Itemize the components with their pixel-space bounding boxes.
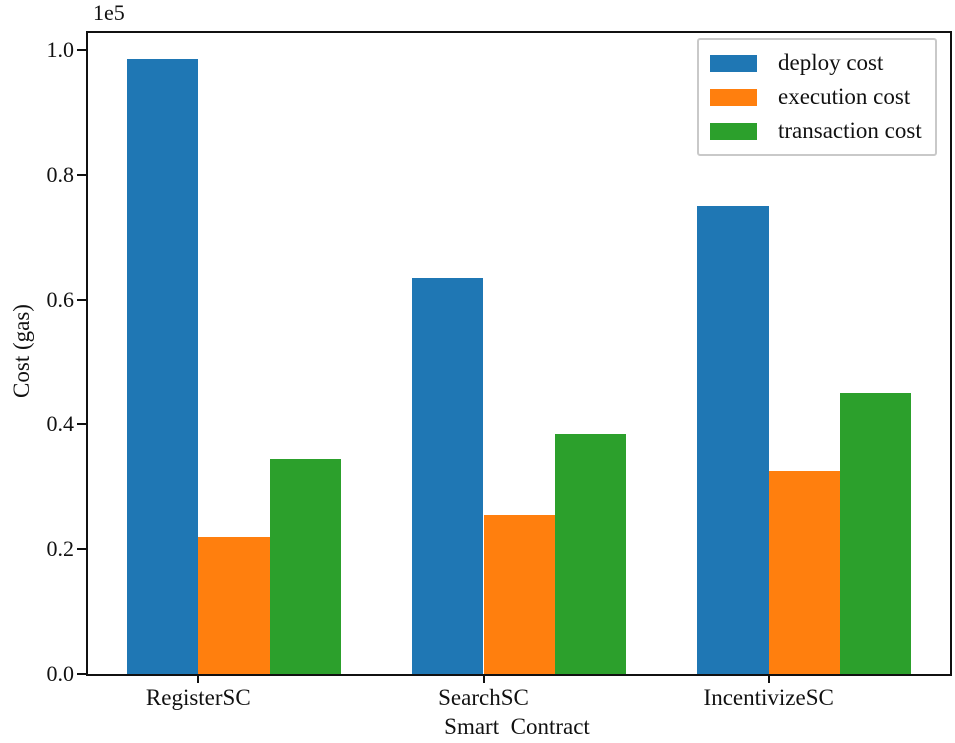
y-tick-mark — [77, 298, 86, 301]
y-tick-label-0.0: 0.0 — [46, 661, 75, 686]
bar-transaction-cost-RegisterSC — [269, 458, 341, 674]
legend-label: execution cost — [778, 84, 911, 109]
legend-swatch-icon — [710, 88, 757, 106]
bar-execution-cost-IncentivizeSC — [768, 471, 840, 674]
x-tick-label-SearchSC: SearchSC — [438, 685, 529, 710]
y-tick-label-0.2: 0.2 — [46, 536, 75, 562]
legend-swatch-icon — [710, 54, 757, 72]
bar-execution-cost-RegisterSC — [198, 536, 270, 674]
x-axis-label: Smart Contract — [444, 714, 590, 739]
x-tick-mark — [482, 674, 485, 683]
legend-entry-deploy-cost: deploy cost — [699, 47, 935, 80]
y-tick-mark — [77, 423, 86, 426]
y-tick-label-0.6: 0.6 — [46, 286, 75, 312]
x-tick-mark — [197, 674, 200, 683]
y-tick-mark — [77, 548, 86, 551]
y-tick-mark — [77, 48, 86, 51]
y-tick-label-0.4: 0.4 — [46, 411, 75, 437]
bar-transaction-cost-IncentivizeSC — [840, 393, 912, 674]
legend-entry-transaction-cost: transaction cost — [699, 115, 935, 148]
legend-label: deploy cost — [778, 50, 884, 75]
x-tick-label-RegisterSC: RegisterSC — [145, 685, 251, 710]
y-tick-mark — [77, 673, 86, 675]
bar-deploy-cost-RegisterSC — [127, 59, 199, 674]
bar-transaction-cost-SearchSC — [554, 433, 627, 674]
x-tick-mark — [767, 674, 770, 683]
bar-deploy-cost-SearchSC — [412, 277, 484, 674]
bar-deploy-cost-IncentivizeSC — [697, 205, 769, 674]
y-axis-offset-label: 1e5 — [93, 0, 125, 25]
x-tick-label-IncentivizeSC: IncentivizeSC — [703, 685, 834, 710]
legend-swatch-icon — [710, 122, 757, 140]
legend-entry-execution-cost: execution cost — [699, 81, 935, 114]
y-tick-label-1.0: 1.0 — [46, 36, 75, 62]
bar-execution-cost-SearchSC — [483, 514, 555, 674]
legend: deploy cost execution cost transaction cos… — [697, 38, 937, 156]
legend-label: transaction cost — [778, 118, 922, 143]
y-tick-mark — [77, 173, 86, 176]
y-tick-label-0.8: 0.8 — [46, 161, 75, 187]
